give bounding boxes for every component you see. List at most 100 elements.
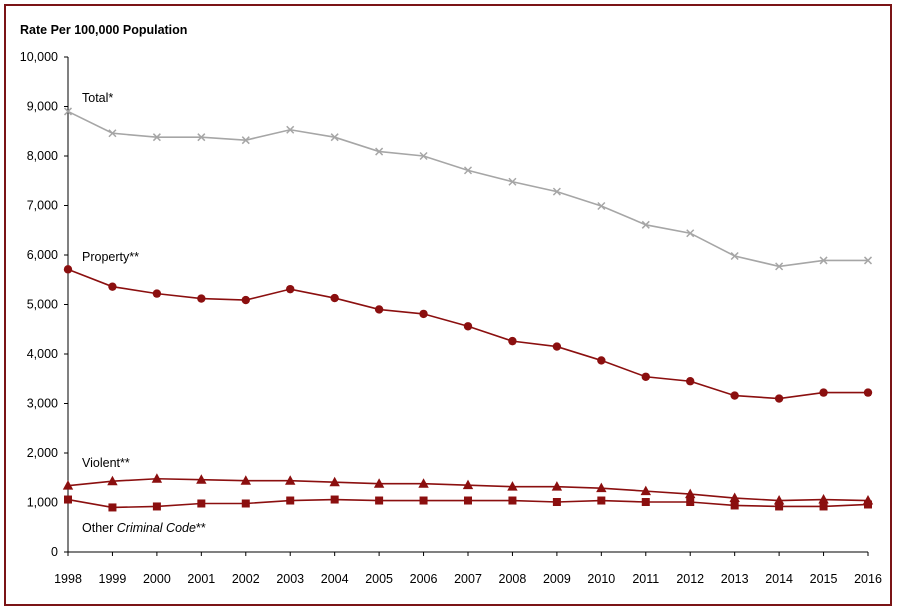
data-point-other-criminal-code xyxy=(775,502,784,511)
data-point-property xyxy=(152,289,162,298)
data-point-violent xyxy=(773,495,785,505)
data-point-property xyxy=(419,309,428,319)
x-tick-label: 2011 xyxy=(632,572,659,586)
data-point-property xyxy=(463,322,473,331)
data-point-violent xyxy=(685,488,696,499)
data-point-violent xyxy=(285,475,296,485)
data-point-violent xyxy=(196,474,207,484)
data-point-property xyxy=(330,293,339,303)
data-point-other-criminal-code xyxy=(641,498,650,507)
data-point-other-criminal-code xyxy=(552,498,561,507)
data-point-property xyxy=(286,284,295,294)
x-tick-label: 2003 xyxy=(276,572,304,586)
data-point-total xyxy=(508,177,517,186)
data-point-property xyxy=(508,336,517,346)
data-point-violent xyxy=(418,478,429,488)
data-point-total xyxy=(419,151,428,161)
data-point-total xyxy=(597,201,606,211)
x-tick-label: 1999 xyxy=(99,572,127,586)
series-label-total: Total* xyxy=(82,91,113,105)
series-other-criminal-code xyxy=(64,495,872,512)
data-point-total xyxy=(863,256,873,265)
data-point-violent xyxy=(551,481,563,491)
x-tick-label: 2005 xyxy=(365,572,393,586)
data-point-violent xyxy=(151,473,163,483)
data-point-other-criminal-code xyxy=(330,495,339,504)
data-point-total xyxy=(463,166,473,175)
data-point-property xyxy=(63,265,73,274)
data-point-total xyxy=(152,133,161,142)
data-point-property xyxy=(774,394,784,403)
data-point-other-criminal-code xyxy=(464,496,472,505)
series-property xyxy=(63,265,873,403)
series-label-property: Property** xyxy=(82,250,139,264)
data-point-violent xyxy=(62,480,74,490)
other-label-suffix: ** xyxy=(196,521,206,535)
y-tick-label: 7,000 xyxy=(27,199,58,213)
series-layer xyxy=(62,107,874,512)
series-line-total xyxy=(67,110,868,268)
x-tick-label: 2002 xyxy=(232,572,260,586)
data-point-property xyxy=(597,356,606,365)
data-point-other-criminal-code xyxy=(686,498,695,507)
data-point-property xyxy=(197,294,206,303)
x-tick-label: 2000 xyxy=(143,572,171,586)
data-point-total xyxy=(552,187,561,196)
data-point-total xyxy=(375,147,384,156)
x-tick-label: 2012 xyxy=(676,572,704,586)
data-point-property xyxy=(863,388,873,397)
data-point-violent xyxy=(818,494,829,504)
data-point-total xyxy=(330,133,339,142)
data-point-other-criminal-code xyxy=(597,496,606,505)
series-line-property xyxy=(67,268,868,400)
series-label-violent: Violent** xyxy=(82,456,130,470)
data-point-property xyxy=(686,377,695,386)
series-label-other-criminal-code: Other Criminal Code** xyxy=(82,521,206,535)
data-point-total xyxy=(197,133,206,142)
data-point-other-criminal-code xyxy=(197,499,206,508)
data-point-property xyxy=(641,372,650,381)
data-point-violent xyxy=(240,475,251,485)
series-total xyxy=(63,107,873,271)
y-tick-label: 2,000 xyxy=(27,446,58,460)
x-tick-label: 2008 xyxy=(499,572,527,586)
data-point-property xyxy=(108,282,117,291)
data-point-other-criminal-code xyxy=(286,496,295,505)
data-point-other-criminal-code xyxy=(419,496,428,505)
data-point-violent xyxy=(507,481,518,491)
other-label-prefix: Other xyxy=(82,521,117,535)
data-point-violent xyxy=(373,478,385,488)
y-tick-label: 0 xyxy=(51,545,58,559)
series-labels: Total* Property** Violent** Other Crimin… xyxy=(82,91,206,535)
data-point-other-criminal-code xyxy=(864,500,872,509)
data-point-other-criminal-code xyxy=(730,501,739,510)
data-point-violent xyxy=(107,475,118,486)
data-point-property xyxy=(730,391,739,400)
data-point-total xyxy=(286,125,295,134)
data-point-violent xyxy=(729,492,740,503)
x-tick-label: 1998 xyxy=(54,572,82,586)
data-point-violent xyxy=(462,479,474,490)
data-point-other-criminal-code xyxy=(152,502,161,511)
data-point-property xyxy=(819,388,828,397)
data-point-total xyxy=(730,251,739,261)
data-point-total xyxy=(819,256,828,265)
y-tick-label: 1,000 xyxy=(27,496,58,510)
y-tick-label: 5,000 xyxy=(27,298,58,312)
data-point-total xyxy=(686,229,695,238)
y-axis-title: Rate Per 100,000 Population xyxy=(20,23,187,37)
data-point-other-criminal-code xyxy=(375,496,384,505)
x-tick-label: 2016 xyxy=(854,572,882,586)
x-tick-label: 2013 xyxy=(721,572,749,586)
data-point-other-criminal-code xyxy=(108,503,117,512)
y-tick-label: 6,000 xyxy=(27,248,58,262)
y-tick-label: 3,000 xyxy=(27,397,58,411)
data-point-other-criminal-code xyxy=(819,502,828,511)
x-tick-label: 2009 xyxy=(543,572,571,586)
x-tick-label: 2001 xyxy=(187,572,215,586)
y-tick-label: 4,000 xyxy=(27,347,58,361)
x-tick-label: 2006 xyxy=(410,572,438,586)
data-point-total xyxy=(108,129,117,138)
x-tick-label: 2015 xyxy=(810,572,838,586)
